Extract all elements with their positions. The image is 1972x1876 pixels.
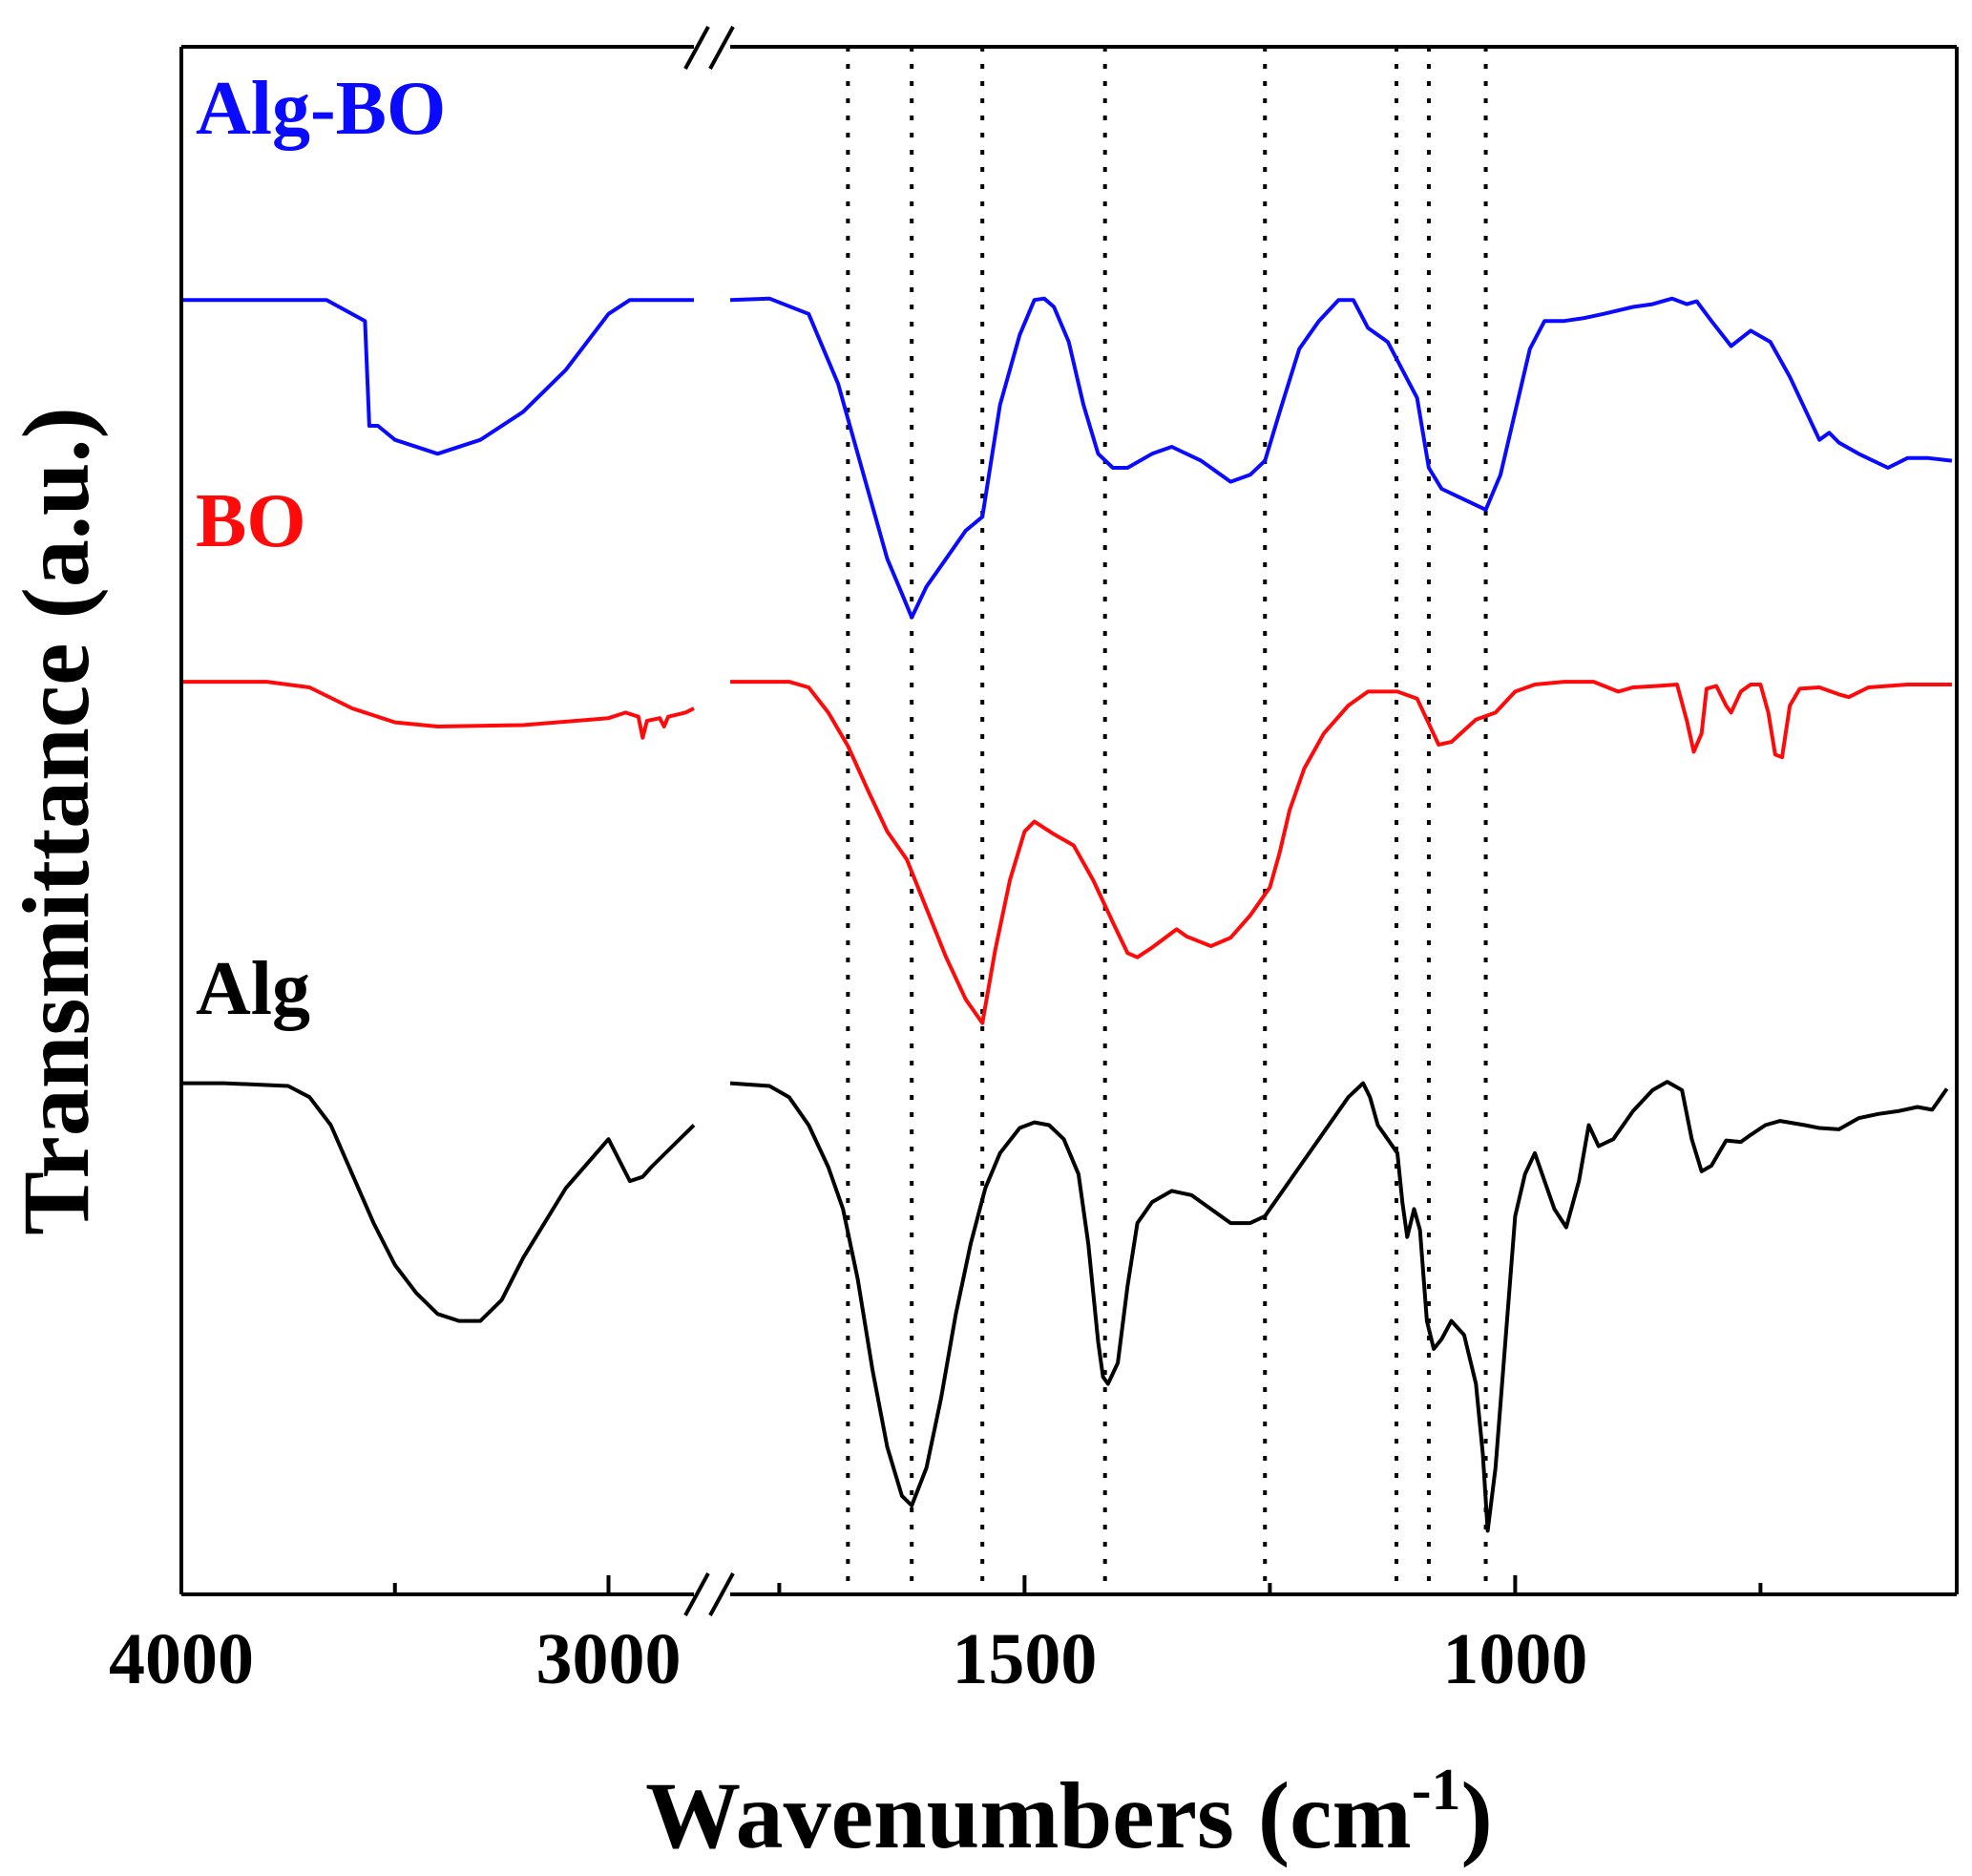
break-mark-bottom-1 bbox=[683, 1572, 710, 1616]
series-line-alg-bo-segment-2 bbox=[729, 296, 1953, 620]
series-line-alg-segment-2 bbox=[729, 1080, 1949, 1533]
plot-frame bbox=[179, 45, 1959, 1596]
series-group bbox=[181, 296, 1953, 1533]
series-line-alg-segment-1 bbox=[181, 1081, 696, 1323]
series-label-alg: Alg bbox=[196, 947, 310, 1031]
x-tick-labels: 4000 3000 1500 1000 bbox=[109, 1619, 1587, 1699]
series-label-alg-bo: Alg-BO bbox=[196, 67, 446, 151]
break-mark-top-1 bbox=[683, 26, 710, 70]
axis-break-marks bbox=[683, 26, 735, 1616]
break-mark-bottom-2 bbox=[708, 1572, 735, 1616]
x-axis-title-suffix: ) bbox=[1461, 1762, 1493, 1868]
x-axis-title-main: Wavenumbers (cm bbox=[645, 1762, 1412, 1868]
x-ticks bbox=[179, 1575, 1763, 1594]
series-label-bo: BO bbox=[196, 479, 306, 563]
x-tick-label-4000: 4000 bbox=[109, 1619, 254, 1699]
series-line-bo-segment-2 bbox=[730, 680, 1952, 1025]
y-axis-title: Transmittance (a.u.) bbox=[3, 407, 109, 1234]
x-axis-title: Wavenumbers (cm-1) bbox=[645, 1758, 1493, 1868]
series-line-bo-segment-1 bbox=[181, 680, 695, 740]
x-axis-title-superscript: -1 bbox=[1412, 1758, 1461, 1823]
break-mark-top-2 bbox=[708, 26, 735, 70]
x-tick-label-1500: 1500 bbox=[952, 1619, 1097, 1699]
reference-lines bbox=[846, 47, 1488, 1594]
x-tick-label-1000: 1000 bbox=[1442, 1619, 1587, 1699]
series-line-alg-bo-segment-1 bbox=[181, 298, 694, 456]
x-tick-label-3000: 3000 bbox=[536, 1619, 682, 1699]
